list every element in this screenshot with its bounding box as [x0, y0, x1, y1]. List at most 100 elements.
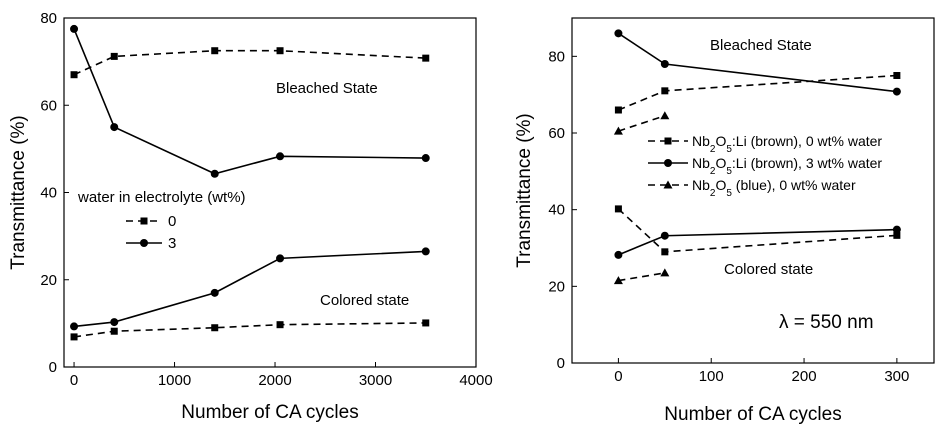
x-tick-label: 0	[70, 372, 78, 389]
legend-label: Nb2O5 (blue), 0 wt% water	[692, 177, 856, 199]
y-tick-label: 0	[49, 359, 57, 376]
annotation: Colored state	[724, 261, 813, 278]
series-line	[618, 272, 665, 282]
data-point	[661, 87, 669, 95]
data-point	[421, 247, 430, 256]
series-line	[618, 228, 897, 256]
legend-marker	[140, 217, 148, 225]
data-point	[614, 29, 623, 38]
legend-label-part: 2	[710, 188, 716, 199]
plot-frame	[571, 17, 935, 364]
legend-label-part: :Li (brown), 0 wt% water	[732, 133, 882, 149]
data-point	[660, 60, 669, 68]
data-point	[660, 111, 670, 120]
data-point	[614, 250, 623, 259]
data-point	[421, 154, 430, 163]
x-tick-label: 300	[884, 368, 909, 385]
x-tick-label: 2000	[258, 372, 291, 389]
data-point	[110, 52, 118, 60]
data-point	[614, 205, 622, 213]
series-line	[73, 250, 426, 328]
legend-marker	[140, 239, 148, 247]
legend-label-part: O	[715, 155, 726, 171]
data-point	[660, 231, 669, 240]
data-point	[892, 87, 901, 96]
legend-label-part: Nb	[692, 133, 710, 149]
data-point	[110, 327, 118, 335]
data-point	[614, 106, 622, 114]
data-point	[70, 322, 79, 331]
series-line	[618, 114, 666, 132]
y-axis-label: Transmittance (%)	[514, 113, 535, 268]
data-point	[276, 254, 285, 263]
x-tick-label: 4000	[459, 372, 492, 389]
y-tick-label: 40	[548, 202, 565, 219]
data-point	[661, 248, 669, 256]
x-tick-label: 200	[792, 368, 817, 385]
data-point	[613, 126, 623, 135]
data-point	[660, 268, 670, 277]
data-point	[892, 225, 901, 234]
legend-label-part: 5	[726, 188, 732, 199]
legend-label-part: O	[715, 177, 726, 193]
y-tick-label: 20	[548, 278, 565, 295]
y-axis-label: Transmittance (%)	[8, 115, 29, 270]
data-point	[422, 54, 430, 62]
data-point	[276, 152, 285, 161]
legend-label: 3	[168, 235, 176, 252]
data-point	[211, 324, 219, 332]
legend-label-part: 2	[710, 166, 716, 177]
series-line	[73, 28, 426, 175]
legend-label-part: O	[715, 133, 726, 149]
data-point	[210, 169, 219, 178]
y-tick-label: 60	[548, 125, 565, 142]
data-point	[70, 333, 78, 341]
data-point	[70, 24, 79, 33]
legend-label-part: 5	[726, 144, 732, 155]
annotation: Bleached State	[276, 80, 378, 97]
legend-title: water in electrolyte (wt%)	[77, 189, 246, 206]
legend-label-part: 5	[726, 166, 732, 177]
x-tick-label: 3000	[359, 372, 392, 389]
data-point	[893, 72, 901, 79]
y-tick-label: 0	[557, 355, 565, 372]
legend-label-part: :Li (brown), 3 wt% water	[732, 155, 882, 171]
chart-left: 0 1000 2000 3000 4000 0 20 40 60 80 Number of CA c…	[8, 10, 493, 423]
legend-label-part: Nb	[692, 177, 710, 193]
x-tick-label: 0	[614, 368, 622, 385]
legend-marker	[663, 180, 673, 189]
data-point	[110, 318, 119, 327]
y-tick-label: 40	[40, 185, 57, 202]
y-tick-label: 60	[40, 97, 57, 114]
data-point	[276, 321, 284, 329]
legend-label-part: (blue), 0 wt% water	[732, 177, 856, 193]
legend-label: 0	[168, 213, 176, 230]
data-point	[110, 123, 119, 132]
x-tick-label: 1000	[158, 372, 191, 389]
data-point	[276, 47, 284, 55]
series-line	[73, 49, 426, 76]
legend-label-part: Nb	[692, 155, 710, 171]
y-tick-label: 80	[548, 48, 565, 65]
chart-right: 0 100 200 300 0 20 40 60 80 Number of CA cycles Tr…	[514, 17, 935, 425]
y-tick-label: 20	[40, 272, 57, 289]
x-axis-label: Number of CA cycles	[181, 402, 358, 423]
data-point	[211, 47, 219, 55]
annotation: Colored state	[320, 292, 409, 309]
series-line	[618, 74, 897, 111]
data-point	[422, 319, 430, 327]
legend-label: Nb2O5:Li (brown), 0 wt% water	[692, 133, 882, 155]
data-point	[893, 231, 901, 239]
data-point	[210, 288, 219, 297]
legend-label: Nb2O5:Li (brown), 3 wt% water	[692, 155, 882, 177]
x-axis-label: Number of CA cycles	[664, 404, 841, 425]
legend-marker	[664, 137, 672, 145]
legend-marker	[664, 159, 672, 167]
y-tick-label: 80	[40, 10, 57, 27]
x-tick-label: 100	[699, 368, 724, 385]
annotation: λ = 550 nm	[779, 312, 874, 333]
series-line	[73, 322, 426, 338]
data-point	[613, 276, 623, 285]
data-point	[70, 71, 78, 79]
